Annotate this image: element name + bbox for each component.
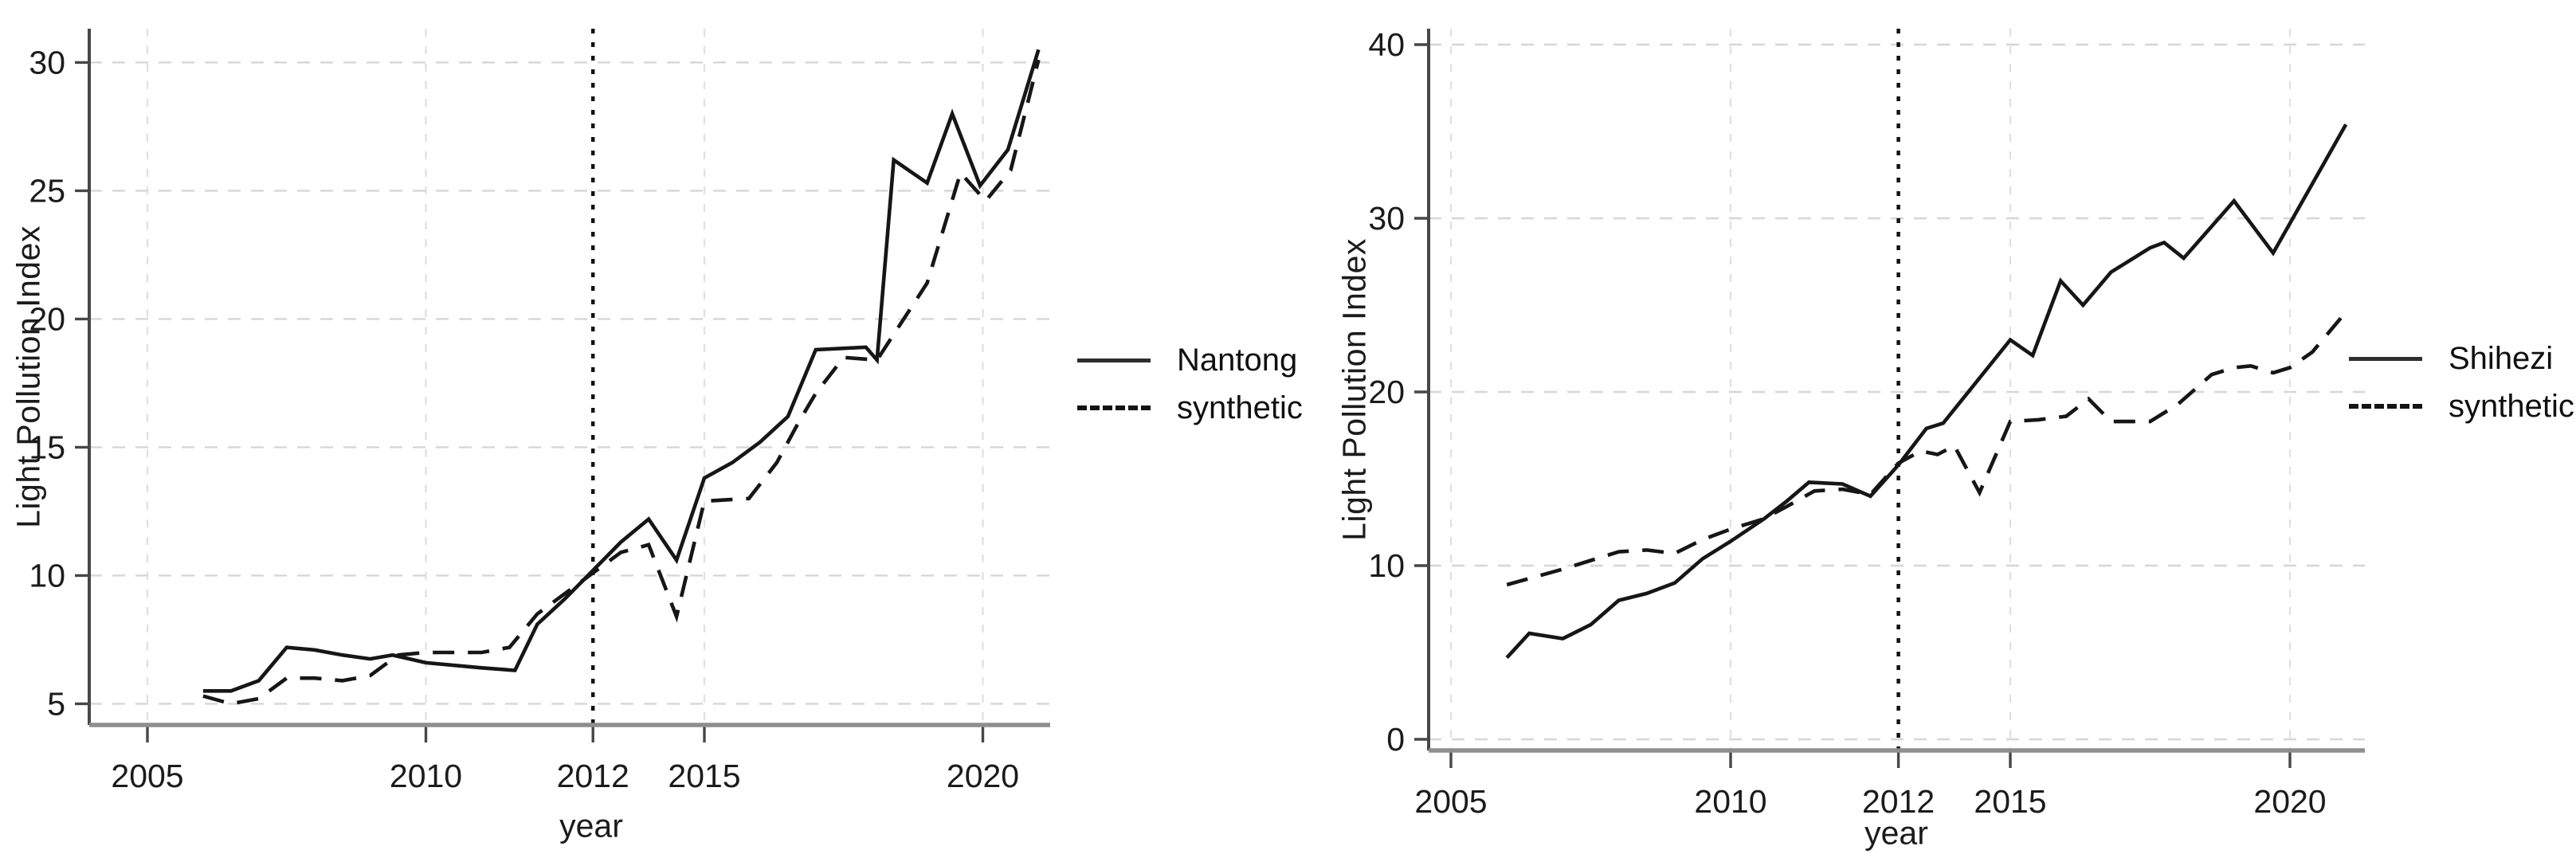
y-axis-title-right: Light Pollution Index xyxy=(1335,238,1373,541)
x-tick-label: 2005 xyxy=(111,758,183,794)
dashed-line-swatch xyxy=(1077,405,1151,410)
legend-item-synthetic: synthetic xyxy=(2349,389,2574,424)
x-tick-label: 2010 xyxy=(1694,783,1766,820)
y-axis-title-left: Light Pollution Index xyxy=(10,225,47,528)
y-tick-label: 0 xyxy=(1386,721,1405,758)
synthetic-series-line xyxy=(202,59,1041,706)
nantong-series-line xyxy=(202,49,1041,693)
x-tick-label: 2012 xyxy=(557,758,629,794)
legend-label: Nantong xyxy=(1177,342,1298,378)
y-tick-label: 30 xyxy=(29,44,65,80)
x-tick-label: 2005 xyxy=(1414,783,1487,820)
legend-label: synthetic xyxy=(1177,390,1303,425)
x-tick-label: 2020 xyxy=(2253,783,2326,820)
y-tick-label: 20 xyxy=(1368,374,1405,410)
legend-left: Nantong synthetic xyxy=(1077,343,1303,425)
y-tick-label: 5 xyxy=(47,685,65,722)
y-tick-label: 25 xyxy=(29,172,65,209)
y-tick-label: 30 xyxy=(1368,200,1405,237)
x-axis-title-right: year xyxy=(1864,814,1928,852)
legend-right: Shihezi synthetic xyxy=(2349,341,2574,424)
x-tick-label: 2020 xyxy=(947,758,1019,794)
y-tick-label: 10 xyxy=(1368,547,1405,584)
synthetic-series-line xyxy=(1506,311,2347,587)
y-tick-label: 40 xyxy=(1368,26,1405,63)
x-axis-title-left: year xyxy=(559,807,623,844)
y-tick-label: 20 xyxy=(29,300,65,337)
y-tick-label: 10 xyxy=(29,557,65,594)
legend-item-synthetic: synthetic xyxy=(1077,390,1303,425)
dashed-line-swatch xyxy=(2349,404,2422,409)
x-tick-label: 2015 xyxy=(1974,783,2046,820)
solid-line-swatch xyxy=(2349,356,2422,361)
x-tick-label: 2015 xyxy=(668,758,740,794)
solid-line-swatch xyxy=(1077,358,1151,362)
legend-label: synthetic xyxy=(2449,388,2574,424)
x-tick-label: 2012 xyxy=(1862,783,1935,820)
x-tick-label: 2010 xyxy=(390,758,462,794)
legend-label: Shihezi xyxy=(2449,340,2554,376)
legend-item-nantong: Nantong xyxy=(1077,343,1303,378)
y-tick-label: 15 xyxy=(29,429,65,465)
legend-item-shihezi: Shihezi xyxy=(2349,341,2574,376)
